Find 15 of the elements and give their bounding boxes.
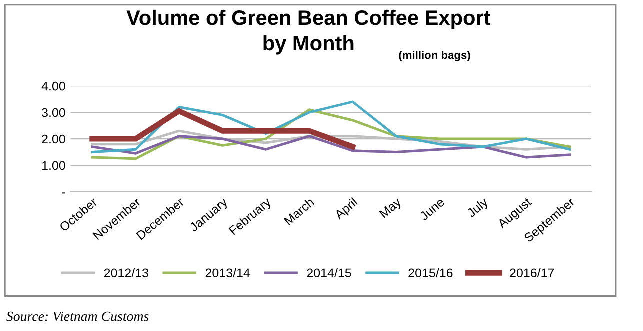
y-tick-label: 2.00 (42, 134, 66, 144)
legend-label: 2013/14 (206, 268, 250, 278)
line-series (91, 135, 572, 159)
x-tick-label: May (379, 197, 404, 220)
y-tick-label: 1.00 (42, 161, 66, 170)
legend-label: 2012/13 (104, 268, 148, 278)
legend-label: 2015/16 (408, 268, 453, 278)
x-tick-label: June (419, 198, 446, 222)
legend-label: 2016/17 (510, 268, 554, 278)
y-tick-label: - (62, 192, 66, 194)
legend-label: 2014/15 (307, 268, 352, 278)
y-tick-label: 4.00 (42, 82, 66, 91)
x-tick-label: July (466, 196, 491, 220)
source-note: Source: Vietnam Customs (6, 312, 149, 322)
y-tick-label: 3.00 (42, 108, 66, 118)
